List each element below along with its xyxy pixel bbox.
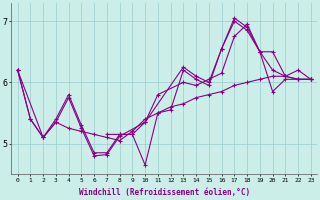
X-axis label: Windchill (Refroidissement éolien,°C): Windchill (Refroidissement éolien,°C) [79, 188, 250, 197]
